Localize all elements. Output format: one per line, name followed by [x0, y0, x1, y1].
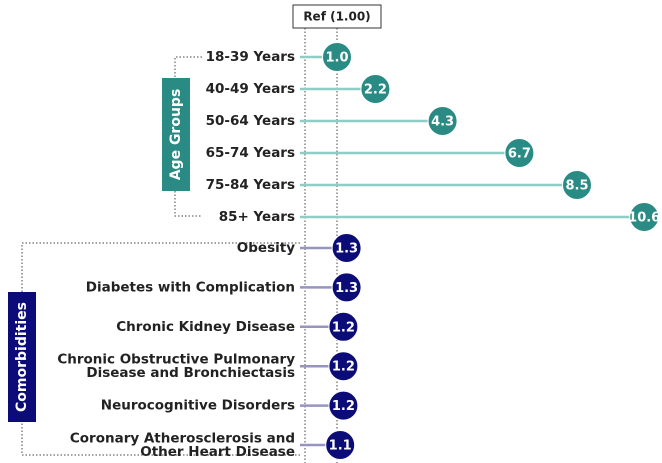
category-label: Obesity: [237, 240, 295, 256]
dot: [629, 202, 660, 232]
value-label: 1.1: [329, 439, 352, 454]
bracket: [21, 242, 300, 456]
value-label: 6.7: [508, 147, 531, 162]
value-label: 4.3: [431, 115, 454, 130]
category-label: 40-49 Years: [206, 81, 295, 97]
category-label: Chronic Kidney Disease: [116, 319, 295, 335]
category-label: Coronary Atherosclerosis and Other Heart …: [70, 430, 295, 460]
value-label: 1.2: [332, 360, 355, 375]
dot: [328, 390, 359, 421]
dot: [427, 106, 458, 136]
reference-box: [292, 4, 382, 29]
dot: [331, 233, 362, 263]
category-label: 65-74 Years: [206, 145, 295, 161]
value-label: 1.2: [332, 320, 355, 335]
category-label: 18-39 Years: [206, 49, 295, 65]
category-label: 85+ Years: [219, 209, 295, 225]
category-label: 75-84 Years: [206, 177, 295, 193]
value-label: 1.3: [335, 281, 358, 296]
value-label: 8.5: [565, 179, 588, 194]
dot: [360, 74, 391, 104]
value-label: 1.2: [332, 399, 355, 414]
value-label: 10.6: [628, 211, 660, 226]
dot: [328, 351, 359, 382]
group-box: [8, 292, 36, 422]
dot: [328, 311, 359, 342]
value-label: 1.0: [325, 51, 348, 66]
reference-label: Ref (1.00): [303, 10, 370, 24]
group-label: Comorbidities: [14, 302, 30, 412]
dot: [504, 138, 535, 168]
category-label: Chronic Obstructive Pulmonary Disease and…: [57, 351, 295, 381]
value-label: 1.3: [335, 242, 358, 257]
dot: [562, 170, 592, 200]
category-label: Diabetes with Complication: [86, 279, 295, 295]
dot: [325, 430, 356, 460]
value-label: 2.2: [364, 83, 387, 98]
category-label: Neurocognitive Disorders: [101, 398, 295, 414]
category-label: 50-64 Years: [206, 113, 295, 129]
group-label: Age Groups: [168, 89, 184, 181]
group-box: [162, 78, 190, 191]
dot: [322, 42, 352, 72]
dot: [331, 272, 362, 303]
